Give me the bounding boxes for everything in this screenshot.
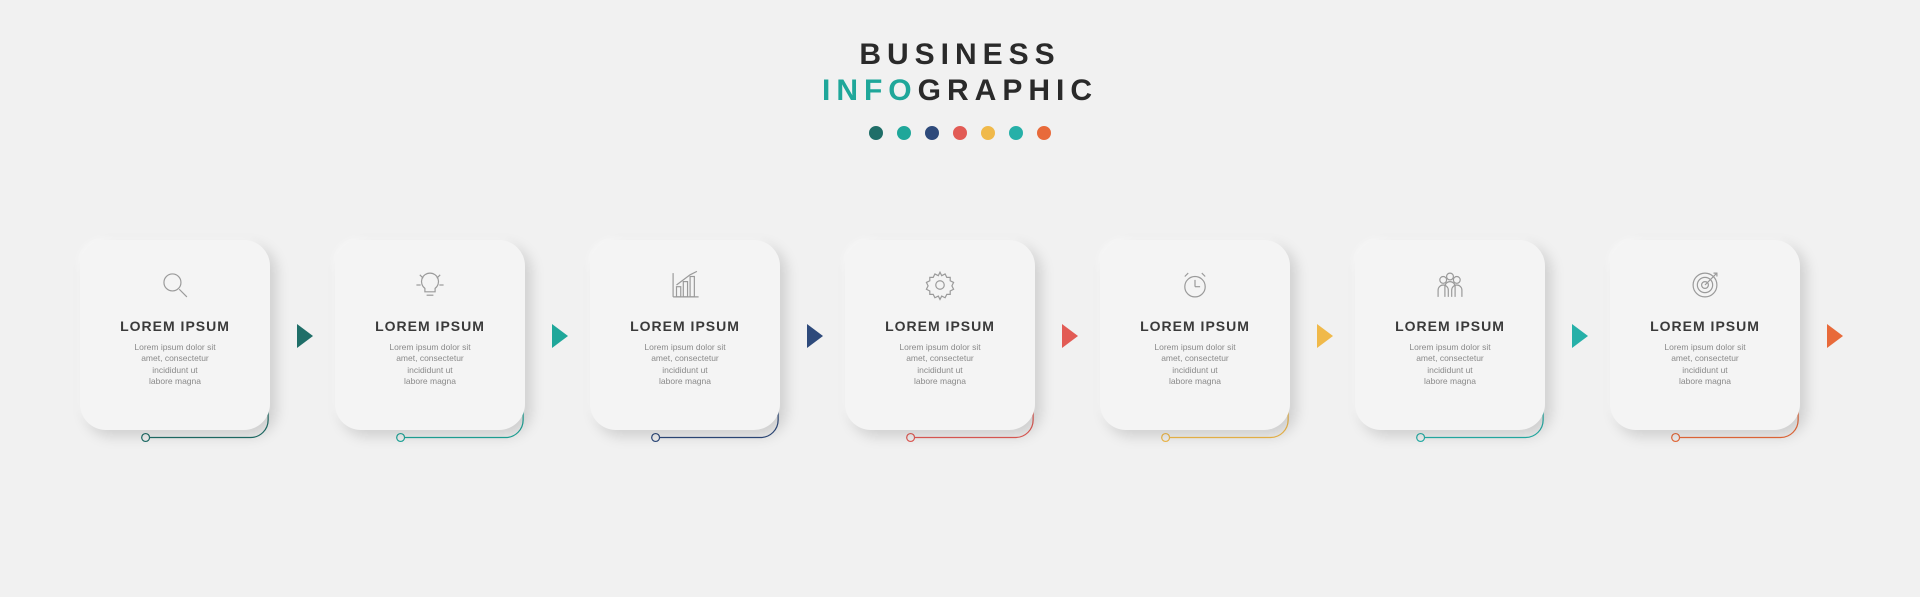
chart-icon [668, 262, 702, 308]
step: LOREM IPSUM Lorem ipsum dolor sit amet, c… [335, 220, 545, 480]
people-icon [1433, 262, 1467, 308]
chevron-right-icon [552, 324, 568, 348]
title-line1: BUSINESS [0, 38, 1920, 72]
header-dot [1037, 126, 1051, 140]
step-card: LOREM IPSUM Lorem ipsum dolor sit amet, c… [1610, 240, 1800, 430]
header-dot [925, 126, 939, 140]
chevron-right-icon [807, 324, 823, 348]
step-desc: Lorem ipsum dolor sit amet, consectetur … [389, 342, 470, 388]
clock-icon [1178, 262, 1212, 308]
step-desc: Lorem ipsum dolor sit amet, consectetur … [1154, 342, 1235, 388]
step-title: LOREM IPSUM [630, 318, 740, 334]
header-dot [897, 126, 911, 140]
title-rest: GRAPHIC [918, 74, 1098, 107]
step-desc: Lorem ipsum dolor sit amet, consectetur … [134, 342, 215, 388]
step: LOREM IPSUM Lorem ipsum dolor sit amet, c… [845, 220, 1055, 480]
title-accent: INFO [822, 74, 918, 107]
step-desc: Lorem ipsum dolor sit amet, consectetur … [1409, 342, 1490, 388]
step: LOREM IPSUM Lorem ipsum dolor sit amet, c… [1610, 220, 1820, 480]
header-dot [981, 126, 995, 140]
search-icon [158, 262, 192, 308]
chevron-right-icon [1317, 324, 1333, 348]
header-dot [1009, 126, 1023, 140]
chevron-right-icon [1827, 324, 1843, 348]
step: LOREM IPSUM Lorem ipsum dolor sit amet, c… [1355, 220, 1565, 480]
chevron-right-icon [297, 324, 313, 348]
header-dot [869, 126, 883, 140]
step-desc: Lorem ipsum dolor sit amet, consectetur … [644, 342, 725, 388]
step-card: LOREM IPSUM Lorem ipsum dolor sit amet, c… [1355, 240, 1545, 430]
step-title: LOREM IPSUM [1395, 318, 1505, 334]
chevron-right-icon [1572, 324, 1588, 348]
step: LOREM IPSUM Lorem ipsum dolor sit amet, c… [590, 220, 800, 480]
header-dot [953, 126, 967, 140]
step-desc: Lorem ipsum dolor sit amet, consectetur … [1664, 342, 1745, 388]
target-icon [1688, 262, 1722, 308]
step-desc: Lorem ipsum dolor sit amet, consectetur … [899, 342, 980, 388]
step-card: LOREM IPSUM Lorem ipsum dolor sit amet, c… [845, 240, 1035, 430]
header: BUSINESS INFOGRAPHIC [0, 0, 1920, 140]
step-card: LOREM IPSUM Lorem ipsum dolor sit amet, c… [335, 240, 525, 430]
gear-icon [923, 262, 957, 308]
step-card: LOREM IPSUM Lorem ipsum dolor sit amet, c… [590, 240, 780, 430]
step-title: LOREM IPSUM [375, 318, 485, 334]
step-card: LOREM IPSUM Lorem ipsum dolor sit amet, c… [1100, 240, 1290, 430]
step-title: LOREM IPSUM [1140, 318, 1250, 334]
steps-row: LOREM IPSUM Lorem ipsum dolor sit amet, c… [0, 220, 1920, 500]
title-line2: INFOGRAPHIC [0, 74, 1920, 108]
step-card: LOREM IPSUM Lorem ipsum dolor sit amet, c… [80, 240, 270, 430]
step-title: LOREM IPSUM [885, 318, 995, 334]
header-dots [0, 126, 1920, 140]
step: LOREM IPSUM Lorem ipsum dolor sit amet, c… [80, 220, 290, 480]
step-title: LOREM IPSUM [1650, 318, 1760, 334]
chevron-right-icon [1062, 324, 1078, 348]
step-title: LOREM IPSUM [120, 318, 230, 334]
bulb-icon [413, 262, 447, 308]
step: LOREM IPSUM Lorem ipsum dolor sit amet, c… [1100, 220, 1310, 480]
